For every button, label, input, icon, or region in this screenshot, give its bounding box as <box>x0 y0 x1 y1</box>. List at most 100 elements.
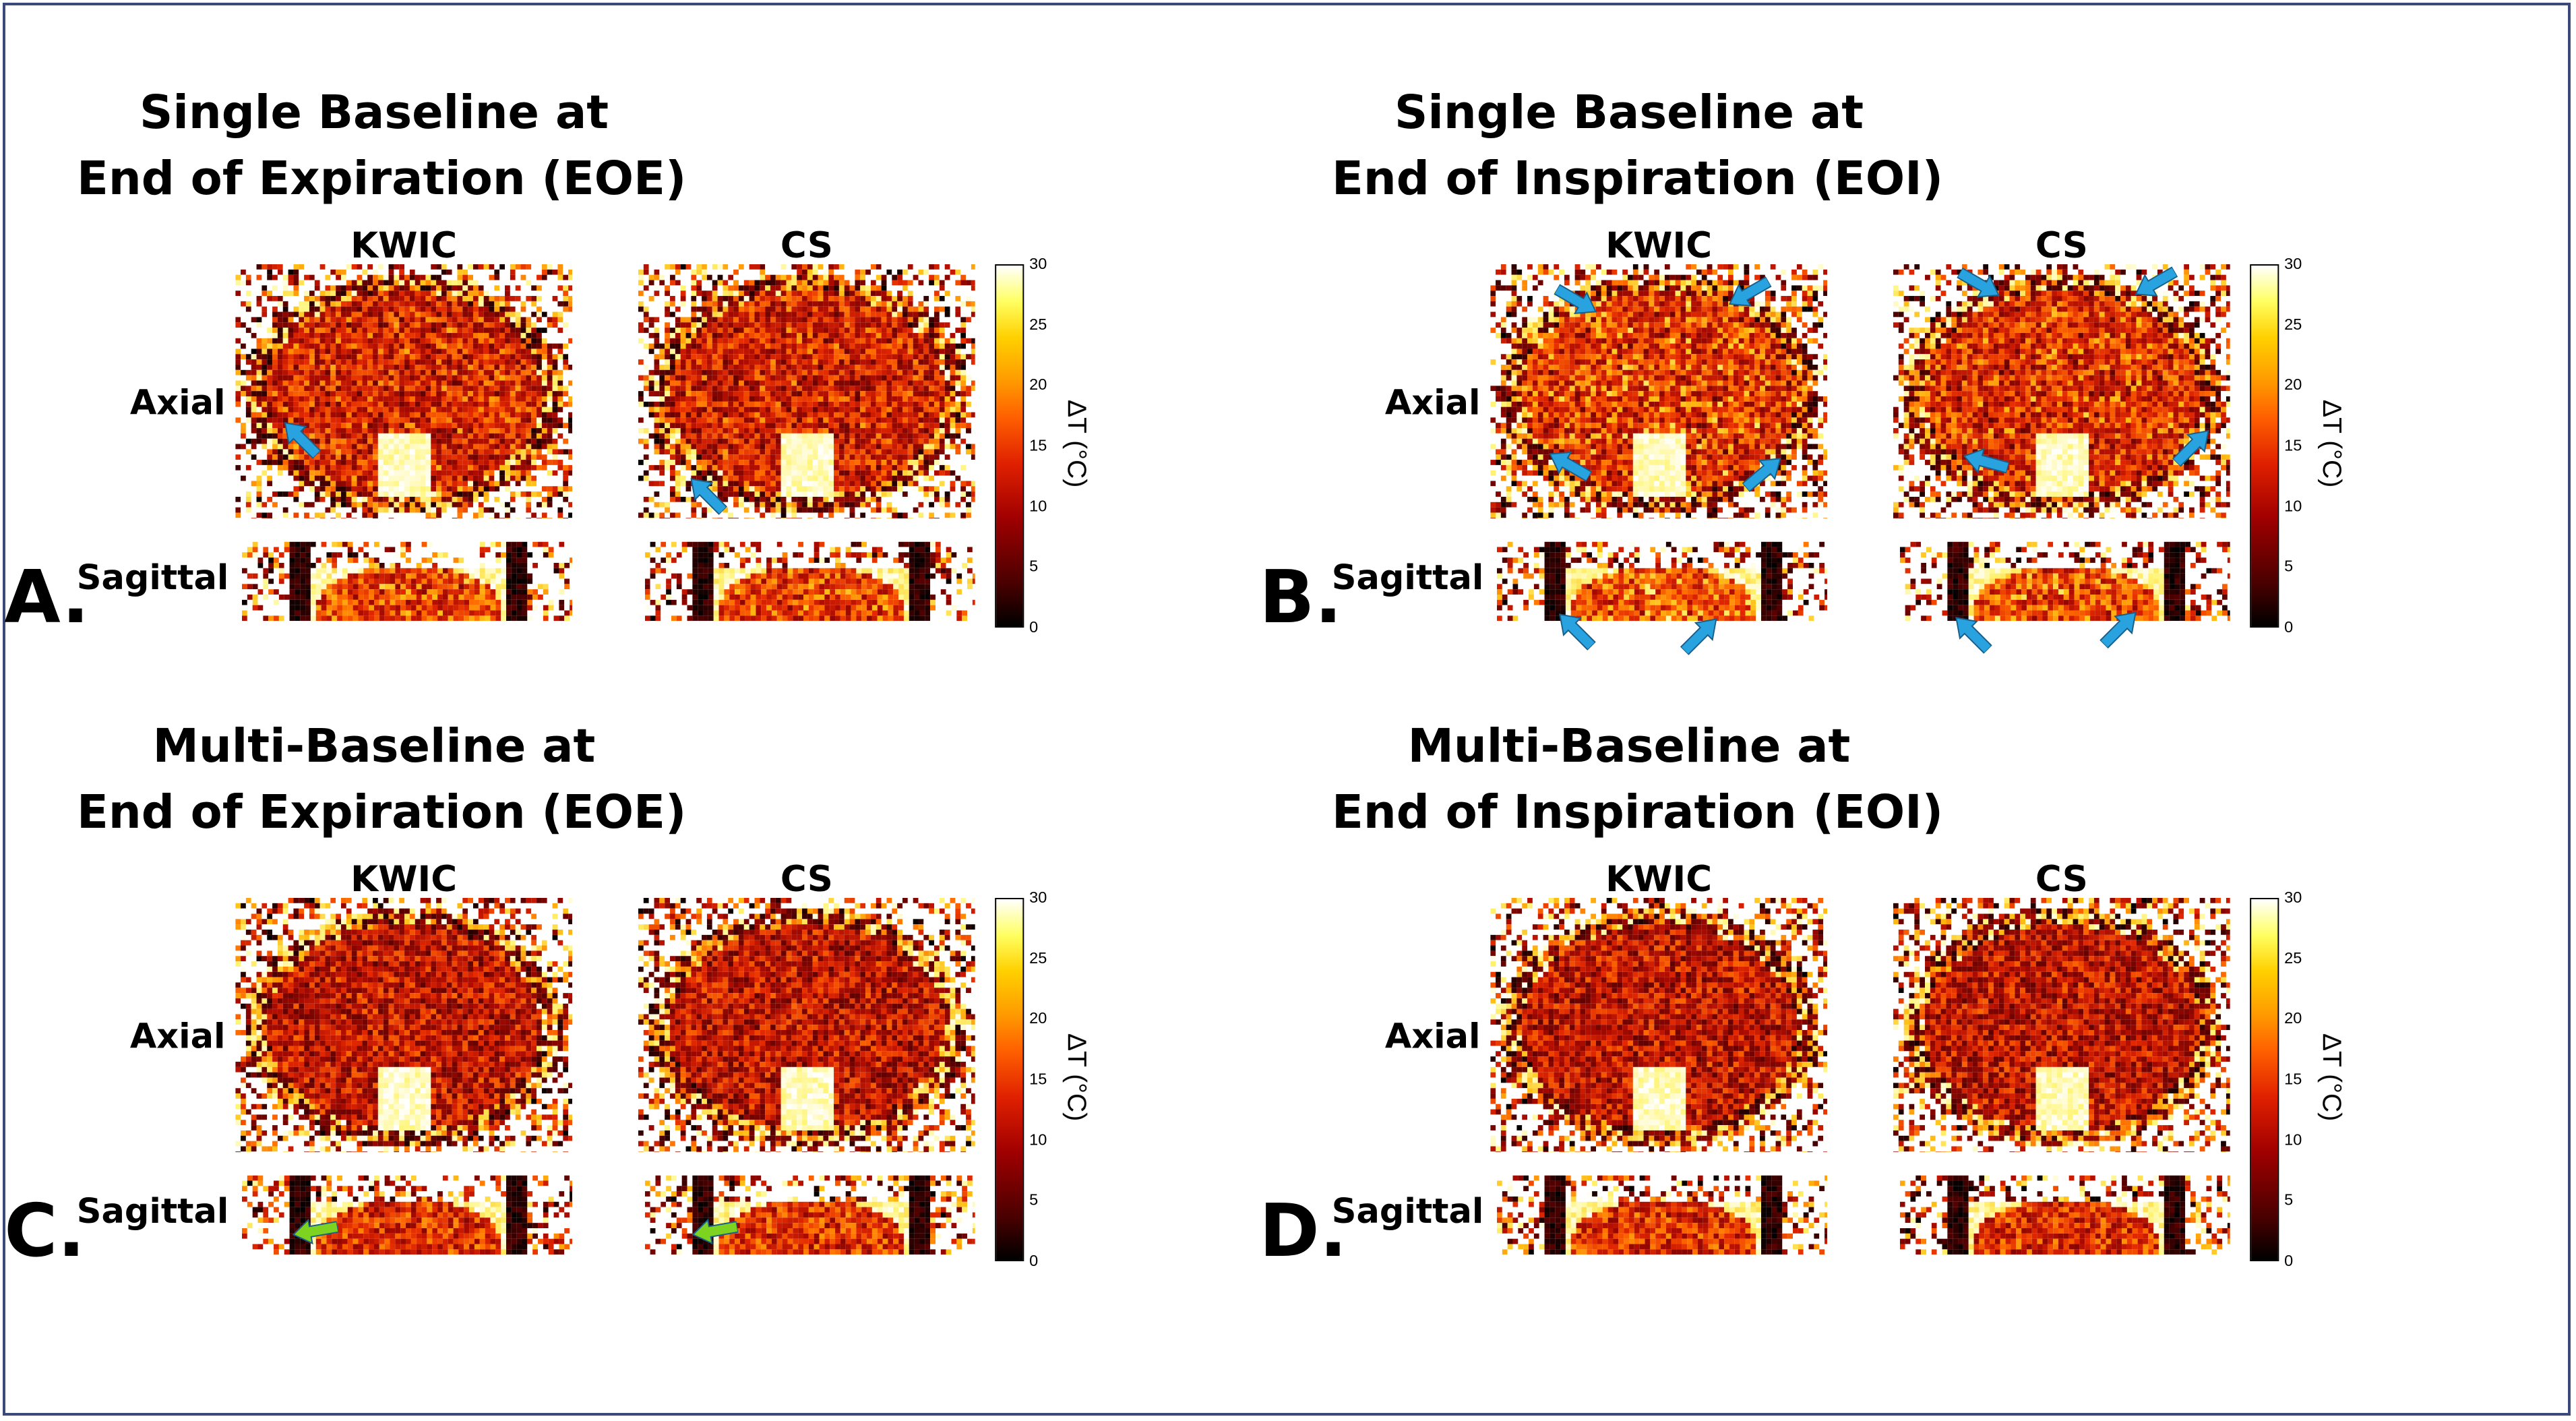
colorbar-tick-label: 20 <box>1029 376 1047 394</box>
blue-arrow-icon <box>1738 448 1791 500</box>
colorbar-title: ΔT (°C) <box>1062 400 1091 487</box>
blue-arrow-icon <box>1960 440 2012 480</box>
blue-arrow-icon <box>2095 602 2148 655</box>
sagittal-kwic-map <box>242 1175 572 1255</box>
colorbar-tick-label: 10 <box>2285 1131 2302 1149</box>
sagittal-cs-map <box>1900 1175 2231 1255</box>
colorbar-tick-label: 15 <box>2285 1070 2302 1089</box>
colorbar-tick-label: 20 <box>2285 1010 2302 1028</box>
column-label-kwic: KWIC <box>305 858 503 900</box>
blue-arrow-icon <box>275 411 328 464</box>
colorbar-tick-label: 0 <box>2285 618 2294 636</box>
row-label-axial: Axial <box>28 1017 226 1056</box>
colorbar-tick-label: 25 <box>1029 949 1047 967</box>
colorbar-title: ΔT (°C) <box>1062 1033 1091 1121</box>
green-arrow-icon <box>689 1211 739 1248</box>
colorbar-tick-label: 5 <box>1029 557 1038 576</box>
sagittal-kwic-map <box>1497 541 1828 622</box>
panel-letter: D. <box>1260 1188 1347 1273</box>
column-label-cs: CS <box>1963 858 2161 900</box>
blue-arrow-icon <box>2127 258 2182 307</box>
column-label-kwic: KWIC <box>305 224 503 266</box>
colorbar-tick-label: 25 <box>2285 315 2302 334</box>
sagittal-kwic-map <box>1497 1175 1828 1255</box>
colorbar-tick-label: 15 <box>1029 437 1047 455</box>
colorbar-tick-label: 0 <box>1029 618 1038 636</box>
blue-arrow-icon <box>681 467 734 520</box>
colorbar-tick-label: 0 <box>2285 1252 2294 1270</box>
blue-arrow-icon <box>1952 262 2006 310</box>
figure-panel: Multi-Baseline at End of Inspiration (EO… <box>1134 634 2347 1273</box>
figure-frame <box>3 3 2571 1416</box>
colorbar-tick-label: 5 <box>2285 557 2294 576</box>
figure-panel: Multi-Baseline at End of Expiration (EOE… <box>0 634 1091 1273</box>
colorbar-tick-label: 30 <box>1029 255 1047 273</box>
colorbar-tick-label: 30 <box>2285 255 2302 273</box>
row-label-sagittal: Sagittal <box>30 558 229 598</box>
colorbar-tick-label: 30 <box>1029 888 1047 907</box>
axial-cs-map <box>1893 898 2231 1153</box>
axial-kwic-map <box>1490 898 1828 1153</box>
colorbar-tick-label: 30 <box>2285 888 2302 907</box>
axial-cs-map <box>1893 264 2231 519</box>
panel-letter: C. <box>4 1188 85 1273</box>
column-label-kwic: KWIC <box>1560 858 1758 900</box>
blue-arrow-icon <box>1543 440 1597 488</box>
panel-letter: B. <box>1260 555 1343 639</box>
row-label-axial: Axial <box>1283 383 1481 423</box>
row-label-sagittal: Sagittal <box>1286 558 1484 598</box>
blue-arrow-icon <box>1676 609 1729 662</box>
axial-cs-map <box>638 898 975 1153</box>
sagittal-kwic-map <box>242 541 572 622</box>
column-label-cs: CS <box>708 858 906 900</box>
panel-title-line2: End of Expiration (EOE) <box>77 146 686 212</box>
colorbar-tick-label: 20 <box>1029 1010 1047 1028</box>
row-label-axial: Axial <box>28 383 226 423</box>
colorbar <box>2250 264 2279 628</box>
blue-arrow-icon <box>1550 602 1603 655</box>
axial-kwic-map <box>235 264 572 519</box>
sagittal-cs-map <box>1900 541 2231 622</box>
axial-kwic-map <box>1490 264 1828 519</box>
column-label-cs: CS <box>708 224 906 266</box>
colorbar <box>2250 898 2279 1261</box>
colorbar-title: ΔT (°C) <box>2317 400 2347 487</box>
blue-arrow-icon <box>1946 605 2000 659</box>
colorbar-tick-label: 15 <box>2285 437 2302 455</box>
axial-cs-map <box>638 264 975 519</box>
colorbar-tick-label: 5 <box>2285 1191 2294 1209</box>
column-label-cs: CS <box>1963 224 2161 266</box>
panel-title-line1: Multi-Baseline at <box>1332 713 1926 779</box>
panel-title-line1: Multi-Baseline at <box>77 713 671 779</box>
panel-title-line2: End of Expiration (EOE) <box>77 779 686 845</box>
panel-letter: A. <box>4 555 89 639</box>
colorbar-tick-label: 0 <box>1029 1252 1038 1270</box>
figure-panel: Single Baseline at End of Inspiration (E… <box>1134 0 2347 656</box>
figure-panel: Single Baseline at End of Expiration (EO… <box>0 0 1091 639</box>
green-arrow-icon <box>289 1211 340 1248</box>
colorbar-tick-label: 5 <box>1029 1191 1038 1209</box>
colorbar-tick-label: 10 <box>2285 497 2302 516</box>
sagittal-cs-map <box>644 541 975 622</box>
sagittal-cs-map <box>644 1175 975 1255</box>
panel-title-line1: Single Baseline at <box>1332 80 1926 146</box>
panel-title-line1: Single Baseline at <box>77 80 671 146</box>
colorbar-tick-label: 20 <box>2285 376 2302 394</box>
row-label-sagittal: Sagittal <box>1286 1192 1484 1232</box>
row-label-sagittal: Sagittal <box>30 1192 229 1232</box>
colorbar-title: ΔT (°C) <box>2317 1033 2347 1121</box>
colorbar <box>995 898 1024 1261</box>
blue-arrow-icon <box>1550 278 1604 326</box>
colorbar-tick-label: 10 <box>1029 497 1047 516</box>
panel-title-line2: End of Inspiration (EOI) <box>1332 146 1943 212</box>
blue-arrow-icon <box>1721 268 1775 316</box>
panel-title-line2: End of Inspiration (EOI) <box>1332 779 1943 845</box>
column-label-kwic: KWIC <box>1560 224 1758 266</box>
colorbar-tick-label: 25 <box>2285 949 2302 967</box>
colorbar <box>995 264 1024 628</box>
colorbar-tick-label: 10 <box>1029 1131 1047 1149</box>
blue-arrow-icon <box>2168 421 2221 474</box>
colorbar-tick-label: 15 <box>1029 1070 1047 1089</box>
colorbar-tick-label: 25 <box>1029 315 1047 334</box>
row-label-axial: Axial <box>1283 1017 1481 1056</box>
